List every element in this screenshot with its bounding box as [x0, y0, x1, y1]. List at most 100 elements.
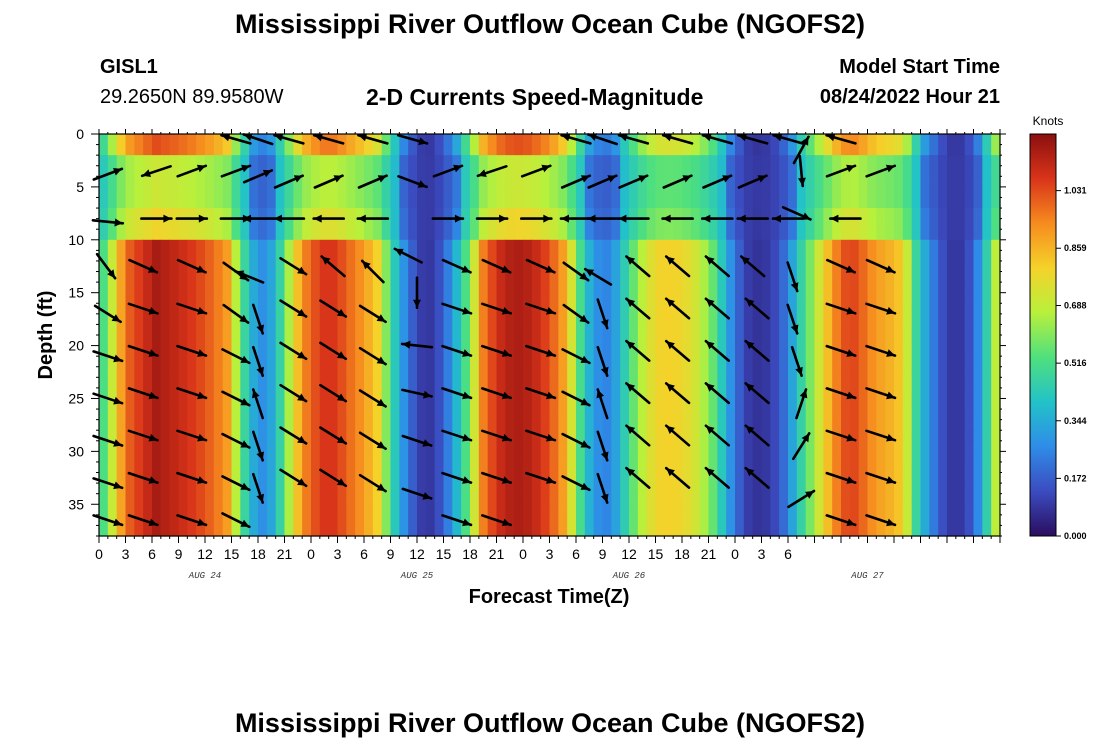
heatmap-cell [205, 345, 215, 357]
heatmap-cell [143, 134, 153, 146]
heatmap-cell [514, 260, 524, 273]
heatmap-cell [231, 324, 241, 336]
heatmap-cell [814, 313, 824, 326]
heatmap-cell [134, 186, 144, 199]
x-tick-label: 21 [277, 546, 293, 562]
heatmap-cell [858, 366, 869, 378]
heatmap-cell [938, 377, 948, 389]
current-vector [561, 390, 591, 407]
heatmap-cell [196, 313, 206, 326]
heatmap-cell [655, 493, 665, 505]
current-vector [560, 174, 592, 189]
heatmap-cell [293, 419, 303, 431]
heatmap-cell [222, 165, 233, 177]
heatmap-cell [929, 303, 939, 315]
heatmap-cell [805, 377, 816, 389]
heatmap-cell [284, 208, 294, 220]
bottom-chart-title: Mississippi River Outflow Ocean Cube (NG… [234, 708, 866, 738]
heatmap-cell [991, 419, 1001, 431]
heatmap-cell [231, 345, 241, 357]
heatmap-cell [885, 440, 895, 452]
heatmap-cell [973, 419, 983, 431]
heatmap-cell [735, 356, 745, 368]
heatmap-cell [399, 514, 409, 527]
heatmap-cell [894, 398, 904, 410]
heatmap-cell [266, 176, 277, 188]
heatmap-cell [346, 451, 356, 463]
heatmap-cell [178, 218, 188, 230]
heatmap-cell [894, 292, 904, 304]
heatmap-cell [443, 398, 453, 410]
heatmap-cell [425, 260, 436, 273]
heatmap-cell [275, 366, 286, 378]
heatmap-cell [169, 483, 180, 495]
heatmap-cell [779, 356, 789, 368]
heatmap-cell [920, 292, 930, 304]
heatmap-cell [911, 144, 922, 156]
heatmap-cell [629, 483, 639, 495]
heatmap-cell [505, 271, 515, 283]
heatmap-cell [311, 345, 321, 357]
heatmap-cell [222, 197, 233, 209]
heatmap-cell [478, 134, 489, 146]
heatmap-cell [770, 366, 780, 378]
heatmap-cell [372, 303, 383, 315]
heatmap-cell [169, 440, 180, 452]
heatmap-cell [152, 144, 162, 156]
heatmap-cell [425, 345, 436, 357]
heatmap-cell [549, 165, 559, 177]
heatmap-cell [655, 292, 665, 304]
heatmap-cell [452, 271, 462, 283]
x-tick-label: 0 [307, 546, 315, 562]
heatmap-cell [390, 409, 400, 421]
heatmap-cell [302, 260, 312, 273]
heatmap-cell [655, 387, 665, 400]
heatmap-cell [399, 493, 409, 505]
heatmap-cell [143, 419, 153, 431]
heatmap-cell [788, 377, 798, 389]
heatmap-cell [213, 493, 224, 505]
heatmap-cell [558, 271, 568, 283]
heatmap-cell [973, 440, 983, 452]
current-vector [401, 434, 433, 447]
heatmap-cell [328, 409, 339, 421]
heatmap-cell [496, 356, 506, 368]
heatmap-cell [231, 292, 241, 304]
heatmap-cell [390, 313, 400, 326]
heatmap-cell [99, 440, 109, 452]
heatmap-cell [991, 398, 1001, 410]
heatmap-cell [549, 430, 559, 442]
heatmap-cell [134, 483, 144, 495]
heatmap-cell [858, 504, 869, 516]
heatmap-cell [584, 218, 595, 230]
heatmap-cell [346, 239, 356, 251]
heatmap-cell [655, 472, 665, 484]
heatmap-cell [796, 430, 807, 442]
heatmap-cell [390, 165, 400, 177]
heatmap-cell [399, 335, 409, 347]
heatmap-cell [540, 197, 551, 209]
heatmap-cell [805, 313, 816, 326]
heatmap-cell [726, 335, 736, 347]
heatmap-cell [408, 472, 418, 484]
heatmap-cell [823, 514, 833, 527]
heatmap-cell [699, 377, 710, 389]
heatmap-cell [761, 387, 771, 400]
heatmap-cell [558, 504, 568, 516]
heatmap-cell [876, 440, 886, 452]
heatmap-cell [735, 409, 745, 421]
heatmap-cell [973, 504, 983, 516]
heatmap-cell [470, 197, 480, 209]
heatmap-cell [699, 282, 710, 294]
heatmap-cell [858, 451, 869, 463]
heatmap-cell [920, 282, 930, 294]
heatmap-cell [673, 377, 683, 389]
current-vector [92, 434, 124, 447]
heatmap-cell [213, 335, 224, 347]
heatmap-cell [743, 514, 754, 527]
heatmap-cell [779, 176, 789, 188]
heatmap-cell [487, 461, 498, 474]
heatmap-cell [258, 461, 268, 474]
heatmap-cell [788, 419, 798, 431]
